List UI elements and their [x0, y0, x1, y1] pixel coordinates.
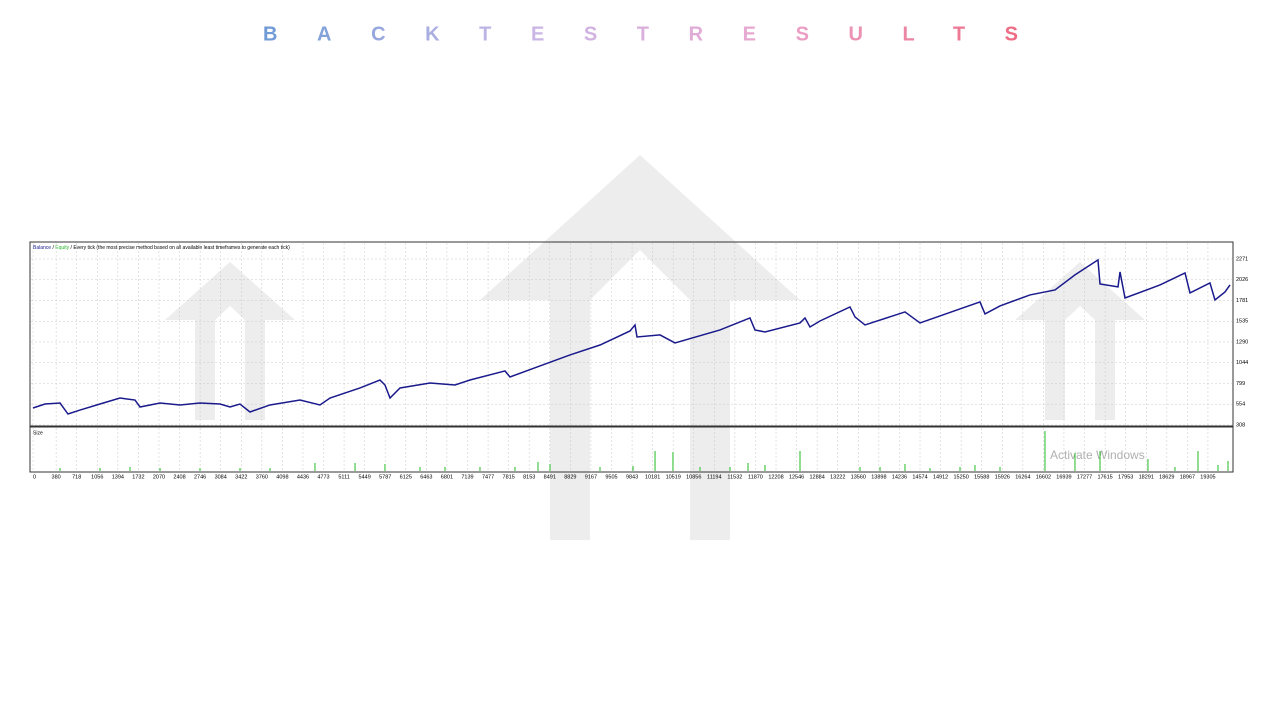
x-tick-label: 16602: [1036, 474, 1051, 480]
x-tick-label: 8829: [564, 474, 576, 480]
x-tick-label: 7477: [482, 474, 494, 480]
y-tick-label: 799: [1236, 381, 1245, 387]
x-tick-label: 17953: [1118, 474, 1133, 480]
y-tick-label: 554: [1236, 402, 1245, 408]
x-tick-label: 11870: [748, 474, 763, 480]
x-tick-label: 10519: [666, 474, 681, 480]
x-tick-label: 2746: [194, 474, 206, 480]
x-tick-label: 718: [72, 474, 81, 480]
x-tick-label: 17277: [1077, 474, 1092, 480]
x-tick-label: 18291: [1139, 474, 1154, 480]
x-tick-label: 3422: [235, 474, 247, 480]
x-tick-label: 1732: [132, 474, 144, 480]
x-tick-label: 2408: [173, 474, 185, 480]
title: BACKTESTRESULTS: [263, 23, 1018, 45]
x-tick-label: 12884: [810, 474, 825, 480]
x-tick-label: 7139: [461, 474, 473, 480]
x-tick-label: 10181: [645, 474, 660, 480]
x-tick-label: 3084: [215, 474, 227, 480]
x-tick-label: 4436: [297, 474, 309, 480]
legend-entry: Equity: [55, 245, 69, 251]
x-tick-label: 9843: [626, 474, 638, 480]
x-tick-label: 18629: [1159, 474, 1174, 480]
legend: Balance / Equity / Every tick (the most …: [33, 245, 290, 251]
chart-frame: [29, 241, 1234, 473]
x-tick-label: 2070: [153, 474, 165, 480]
x-tick-label: 4098: [276, 474, 288, 480]
x-tick-label: 10856: [686, 474, 701, 480]
x-tick-label: 13560: [851, 474, 866, 480]
x-tick-label: 13222: [830, 474, 845, 480]
y-tick-label: 2026: [1236, 277, 1248, 283]
x-tick-label: 4773: [317, 474, 329, 480]
x-tick-label: 0: [33, 474, 36, 480]
annotation: / Every tick (the most precise method ba…: [71, 245, 291, 251]
x-tick-label: 12208: [768, 474, 783, 480]
y-tick-label: 2271: [1236, 256, 1248, 262]
x-tick-label: 15926: [995, 474, 1010, 480]
x-tick-label: 1394: [112, 474, 124, 480]
x-tick-label: 8491: [544, 474, 556, 480]
y-tick-label: 1781: [1236, 298, 1248, 304]
x-tick-label: 6801: [441, 474, 453, 480]
x-tick-label: 1056: [91, 474, 103, 480]
x-tick-label: 8153: [523, 474, 535, 480]
y-tick-label: 1290: [1236, 339, 1248, 345]
legend-separator: /: [52, 245, 54, 251]
x-tick-label: 3760: [256, 474, 268, 480]
x-tick-label: 14912: [933, 474, 948, 480]
x-tick-label: 7815: [503, 474, 515, 480]
watermark-logo: [165, 155, 1145, 540]
x-tick-label: 12546: [789, 474, 804, 480]
x-tick-label: 5449: [359, 474, 371, 480]
x-tick-label: 15588: [974, 474, 989, 480]
balance-line: [32, 258, 1231, 415]
legend-entry: Balance: [33, 245, 51, 251]
x-tick-label: 5787: [379, 474, 391, 480]
y-tick-label: 1535: [1236, 319, 1248, 325]
y-tick-label: 308: [1236, 422, 1245, 428]
x-tick-label: 14574: [912, 474, 927, 480]
x-tick-label: 5111: [338, 474, 349, 480]
x-tick-label: 11194: [707, 474, 721, 480]
x-tick-label: 6125: [400, 474, 412, 480]
x-tick-label: 9505: [605, 474, 617, 480]
x-tick-label: 11532: [727, 474, 742, 480]
x-tick-label: 9167: [585, 474, 597, 480]
x-tick-label: 13898: [871, 474, 886, 480]
grid: [31, 243, 1232, 471]
x-tick-label: 15250: [954, 474, 969, 480]
x-tick-label: 17615: [1097, 474, 1112, 480]
x-tick-label: 16939: [1056, 474, 1071, 480]
x-tick-label: 380: [52, 474, 61, 480]
x-tick-label: 14236: [892, 474, 907, 480]
y-tick-label: 1044: [1236, 360, 1248, 366]
x-tick-label: 18967: [1180, 474, 1195, 480]
x-tick-label: 19305: [1200, 474, 1215, 480]
size-label: Size: [33, 430, 43, 436]
x-tick-label: 16264: [1015, 474, 1030, 480]
x-tick-label: 6463: [420, 474, 432, 480]
watermark-text: Activate Windows: [1050, 448, 1145, 462]
